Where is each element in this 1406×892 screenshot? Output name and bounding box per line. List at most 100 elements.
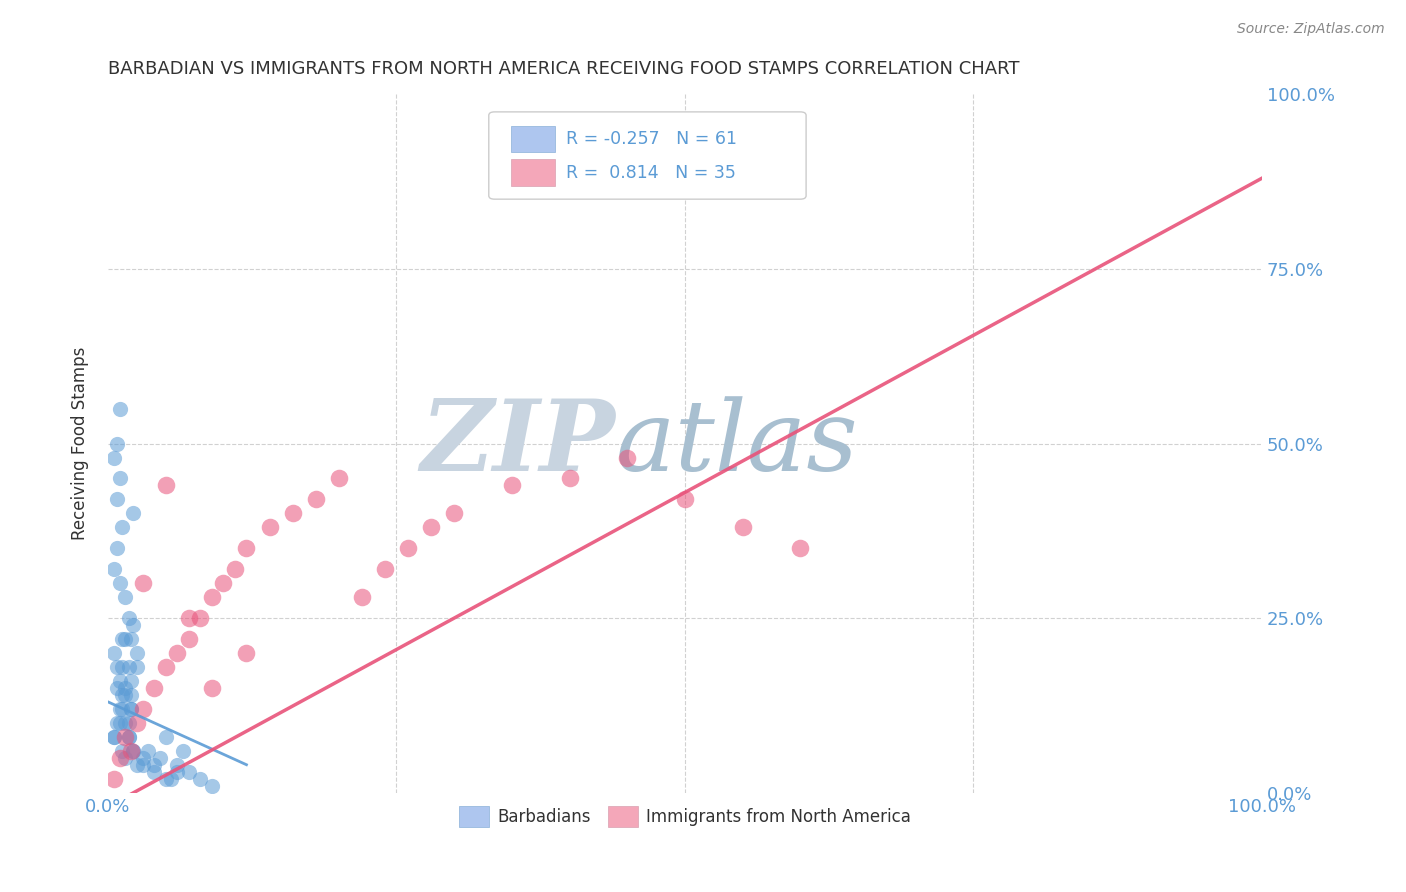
Point <box>122 744 145 758</box>
Point <box>235 646 257 660</box>
Point <box>105 492 128 507</box>
Text: ZIP: ZIP <box>420 395 616 491</box>
FancyBboxPatch shape <box>489 112 806 199</box>
Legend: Barbadians, Immigrants from North America: Barbadians, Immigrants from North Americ… <box>453 799 918 833</box>
Point <box>105 436 128 450</box>
Point <box>155 772 177 786</box>
Point <box>105 660 128 674</box>
Y-axis label: Receiving Food Stamps: Receiving Food Stamps <box>72 347 89 541</box>
Point <box>201 779 224 793</box>
Point <box>172 744 194 758</box>
Point <box>114 750 136 764</box>
Point <box>420 520 443 534</box>
Point <box>125 757 148 772</box>
Point <box>114 715 136 730</box>
Point <box>731 520 754 534</box>
Point <box>120 702 142 716</box>
Point <box>120 688 142 702</box>
Point <box>616 450 638 465</box>
Point <box>131 702 153 716</box>
Point <box>122 744 145 758</box>
Point <box>235 541 257 556</box>
Point <box>118 611 141 625</box>
Point <box>108 471 131 485</box>
Point <box>131 576 153 591</box>
Point <box>558 471 581 485</box>
Point <box>120 673 142 688</box>
Point <box>111 688 134 702</box>
Point <box>103 730 125 744</box>
Point <box>120 702 142 716</box>
Point <box>673 492 696 507</box>
Point <box>108 401 131 416</box>
Point <box>120 632 142 646</box>
Text: Source: ZipAtlas.com: Source: ZipAtlas.com <box>1237 22 1385 37</box>
Point <box>105 541 128 556</box>
Point <box>224 562 246 576</box>
Point <box>155 478 177 492</box>
Point <box>118 715 141 730</box>
Point <box>131 750 153 764</box>
Point <box>111 744 134 758</box>
Point <box>108 715 131 730</box>
Point <box>396 541 419 556</box>
Point <box>111 632 134 646</box>
Point <box>131 757 153 772</box>
Point <box>111 660 134 674</box>
Point <box>166 764 188 779</box>
Point <box>103 772 125 786</box>
Point <box>125 715 148 730</box>
FancyBboxPatch shape <box>510 126 554 153</box>
Point <box>177 611 200 625</box>
Point <box>177 764 200 779</box>
Text: BARBADIAN VS IMMIGRANTS FROM NORTH AMERICA RECEIVING FOOD STAMPS CORRELATION CHA: BARBADIAN VS IMMIGRANTS FROM NORTH AMERI… <box>108 60 1019 78</box>
Point <box>108 673 131 688</box>
Point <box>305 492 328 507</box>
FancyBboxPatch shape <box>510 160 554 186</box>
Point <box>789 541 811 556</box>
Point <box>155 660 177 674</box>
Point <box>374 562 396 576</box>
Point <box>114 730 136 744</box>
Point <box>166 757 188 772</box>
Point <box>114 681 136 695</box>
Point <box>125 660 148 674</box>
Point <box>501 478 523 492</box>
Point <box>149 750 172 764</box>
Point <box>108 750 131 764</box>
Point <box>114 632 136 646</box>
Text: atlas: atlas <box>616 396 859 491</box>
Point <box>328 471 350 485</box>
Point <box>201 590 224 604</box>
Point <box>120 744 142 758</box>
Point <box>108 576 131 591</box>
Text: R =  0.814   N = 35: R = 0.814 N = 35 <box>567 163 735 182</box>
Point <box>443 507 465 521</box>
Point <box>143 681 166 695</box>
Point <box>259 520 281 534</box>
Point <box>103 646 125 660</box>
Point <box>177 632 200 646</box>
Point <box>201 681 224 695</box>
Point <box>118 660 141 674</box>
Point <box>103 730 125 744</box>
Point <box>114 688 136 702</box>
Point <box>118 730 141 744</box>
Point <box>188 611 211 625</box>
Text: R = -0.257   N = 61: R = -0.257 N = 61 <box>567 130 737 148</box>
Point <box>281 507 304 521</box>
Point <box>143 757 166 772</box>
Point <box>122 618 145 632</box>
Point <box>118 730 141 744</box>
Point <box>103 450 125 465</box>
Point <box>160 772 183 786</box>
Point <box>188 772 211 786</box>
Point <box>125 646 148 660</box>
Point <box>350 590 373 604</box>
Point <box>166 646 188 660</box>
Point <box>143 764 166 779</box>
Point <box>111 702 134 716</box>
Point <box>212 576 235 591</box>
Point <box>114 590 136 604</box>
Point <box>122 507 145 521</box>
